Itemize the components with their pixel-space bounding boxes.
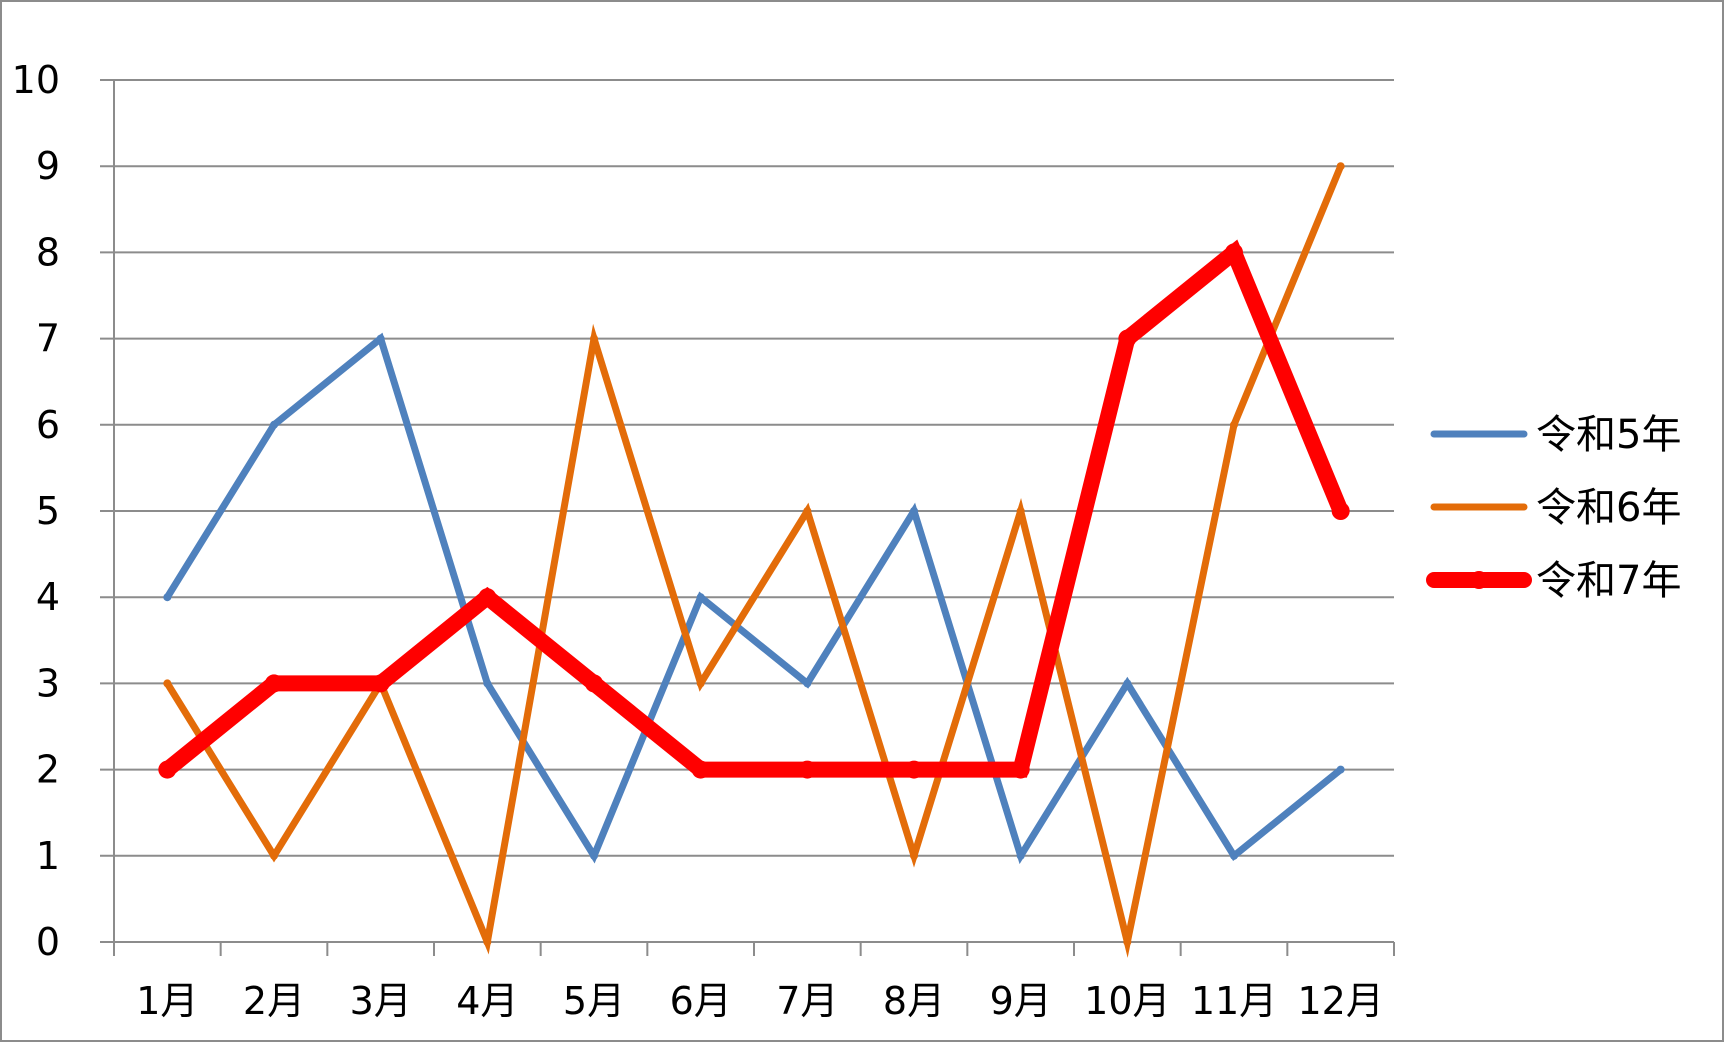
- y-tick-label: 6: [36, 403, 60, 447]
- y-tick-label: 9: [36, 144, 60, 188]
- data-point: [798, 760, 817, 779]
- legend-marker: [1470, 571, 1488, 589]
- x-tick-label: 1月: [136, 979, 198, 1023]
- data-point: [158, 760, 177, 779]
- legend-label-3: 令和7年: [1536, 558, 1681, 604]
- x-tick-label: 11月: [1191, 979, 1277, 1023]
- data-point: [1336, 765, 1345, 774]
- x-tick-label: 10月: [1084, 979, 1170, 1023]
- series-line-3: [162, 239, 1349, 778]
- x-tick-label: 7月: [776, 979, 838, 1023]
- data-point: [163, 679, 172, 688]
- legend-label-2: 令和6年: [1536, 485, 1681, 531]
- data-point: [910, 851, 918, 860]
- y-tick-label: 3: [36, 661, 60, 705]
- y-tick-label: 0: [36, 920, 60, 964]
- y-tick-label: 2: [36, 748, 60, 792]
- x-tick-label: 12月: [1297, 979, 1383, 1023]
- gridlines: [100, 79, 1394, 943]
- series-line-2: [164, 164, 1344, 958]
- data-point: [270, 420, 278, 429]
- data-point: [1336, 162, 1345, 171]
- y-tick-label: 7: [36, 317, 60, 361]
- data-point: [1225, 243, 1243, 262]
- x-tick-label: 3月: [350, 979, 412, 1023]
- data-point: [1123, 679, 1132, 688]
- data-point: [376, 334, 385, 343]
- data-point: [1230, 420, 1238, 429]
- x-tick-label: 4月: [456, 979, 518, 1023]
- x-tick-label: 9月: [990, 979, 1052, 1023]
- data-point: [910, 507, 918, 515]
- data-point: [483, 938, 492, 946]
- data-point: [371, 674, 390, 693]
- x-tick-label: 5月: [563, 979, 625, 1023]
- data-point: [1331, 502, 1350, 520]
- data-point: [696, 593, 705, 602]
- data-point: [803, 507, 812, 515]
- x-tick-label: 2月: [243, 979, 305, 1023]
- y-tick-label: 4: [36, 575, 60, 619]
- data-point: [270, 851, 278, 860]
- x-tick-label: 6月: [670, 979, 732, 1023]
- data-point: [585, 674, 603, 693]
- data-point: [1016, 507, 1025, 515]
- series-line-1: [164, 332, 1343, 865]
- data-point: [1016, 851, 1025, 860]
- y-tick-label: 10: [12, 58, 60, 102]
- legend-label-1: 令和5年: [1536, 412, 1681, 458]
- data-point: [483, 679, 492, 688]
- data-point: [1123, 938, 1132, 946]
- data-point: [803, 679, 812, 688]
- data-point: [590, 851, 598, 860]
- x-tick-label: 8月: [883, 979, 945, 1023]
- y-tick-label: 8: [36, 230, 60, 274]
- data-point: [691, 760, 710, 779]
- data-point: [265, 674, 283, 693]
- data-point: [1118, 329, 1137, 348]
- y-tick-label: 1: [36, 834, 60, 878]
- data-point: [163, 593, 172, 602]
- data-point: [590, 334, 598, 343]
- data-point: [696, 679, 705, 688]
- data-point: [478, 588, 497, 607]
- data-point: [1011, 760, 1030, 779]
- data-point: [1230, 851, 1238, 860]
- data-point: [905, 760, 923, 779]
- series-lines: [158, 162, 1350, 958]
- axes: 0 1 2 3 4 5 6 7 8 9 10 1月 2月 3月 4月 5月 6月 7月 8月 9月 10月 11月 12月: [12, 58, 1395, 1023]
- y-tick-label: 5: [36, 489, 60, 533]
